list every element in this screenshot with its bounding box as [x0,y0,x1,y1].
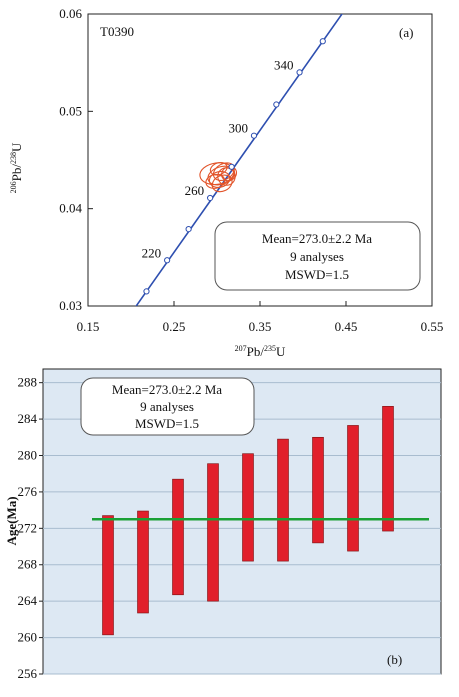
age-error-bars [102,406,394,636]
age-y-tick-label: 260 [18,630,38,645]
stats-a-mean: Mean=273.0±2.2 Ma [262,231,372,246]
stats-b-mswd: MSWD=1.5 [135,416,199,431]
age-error-bar [382,406,394,532]
panel-a-label: (a) [399,25,413,40]
concordia-age-point [185,226,192,233]
age-y-tick-label: 264 [18,593,38,608]
concordia-y-tick-label: 0.03 [59,298,82,313]
age-error-bar [277,438,289,562]
stats-box-a [214,221,421,291]
sample-label: T0390 [100,24,134,39]
concordia-age-point [164,257,171,264]
concordia-age-label: 220 [142,245,162,260]
concordia-y-label: 206Pb/238U [9,142,24,193]
age-error-bar [102,515,114,636]
concordia-x-ticks: 0.15 0.25 0.35 0.45 0.55 [77,301,444,334]
concordia-age-label: 340 [274,57,294,72]
age-error-bar [242,453,254,562]
concordia-y-tick-label: 0.04 [59,201,82,216]
concordia-x-tick-label: 0.35 [249,319,272,334]
concordia-age-label: 300 [228,121,248,136]
age-y-tick-label: 272 [18,520,38,535]
stats-a-mswd: MSWD=1.5 [285,267,349,282]
error-ellipse [211,174,233,193]
age-error-bar [207,463,219,602]
stats-box-b [80,377,255,436]
concordia-age-point [207,194,214,202]
age-y-tick-label: 276 [18,484,38,499]
concordia-x-tick-label: 0.15 [77,319,100,334]
age-error-bar [312,436,324,544]
age-bar-panel: 256 260 264 268 272 276 280 284 288 Mean=273.0±2… [4,368,442,681]
age-y-tick-label: 284 [18,411,38,426]
concordia-x-tick-label: 0.55 [421,319,444,334]
concordia-age-label: 260 [185,183,205,198]
panel-b-label: (b) [387,652,402,667]
concordia-x-tick-label: 0.25 [163,319,186,334]
stats-b-mean: Mean=273.0±2.2 Ma [112,382,222,397]
stats-b-analyses: 9 analyses [140,399,194,414]
concordia-age-point [319,38,326,45]
concordia-age-point [143,288,150,295]
age-error-bar [172,478,184,596]
concordia-age-points [143,38,326,295]
age-y-tick-label: 256 [18,666,38,681]
age-y-ticks: 256 260 264 268 272 276 280 284 288 [18,375,43,681]
concordia-y-tick-label: 0.06 [59,6,82,21]
age-y-tick-label: 288 [18,375,38,390]
concordia-y-ticks: 0.03 0.04 0.05 0.06 [59,6,93,313]
age-error-bar [347,425,359,552]
age-y-tick-label: 280 [18,447,38,462]
concordia-x-tick-label: 0.45 [335,319,358,334]
concordia-age-labels: 220 260 300 340 [142,57,294,260]
age-y-label: Age(Ma) [4,496,19,545]
concordia-age-point [228,163,235,170]
concordia-age-point [296,69,303,76]
stats-a-analyses: 9 analyses [290,249,344,264]
age-error-bar [137,510,149,614]
concordia-x-label: 207Pb/235U [235,344,286,359]
concordia-age-point [250,132,258,139]
concordia-panel: 0.15 0.25 0.35 0.45 0.55 0.03 0.04 0.05 0.06 22… [9,6,444,359]
concordia-y-tick-label: 0.05 [59,103,82,118]
error-ellipse [221,165,238,182]
age-y-tick-label: 268 [18,557,38,572]
concordia-age-point [273,101,280,108]
error-ellipse [209,161,228,176]
